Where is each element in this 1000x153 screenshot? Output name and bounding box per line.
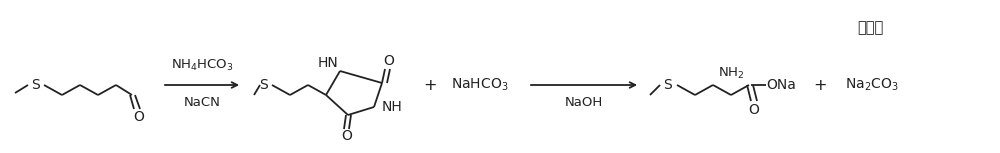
- Text: O: O: [342, 129, 352, 143]
- Text: NH$_2$: NH$_2$: [718, 65, 744, 80]
- Text: 皥化液: 皥化液: [857, 21, 883, 35]
- Text: O: O: [749, 103, 759, 117]
- Text: +: +: [423, 78, 437, 93]
- Text: O: O: [384, 54, 394, 68]
- Text: HN: HN: [318, 56, 338, 70]
- Text: NH: NH: [382, 100, 402, 114]
- Text: NaHCO$_3$: NaHCO$_3$: [451, 77, 509, 93]
- Text: ONa: ONa: [766, 78, 796, 92]
- Text: S: S: [664, 78, 672, 92]
- Text: NaOH: NaOH: [565, 97, 603, 110]
- Text: S: S: [31, 78, 39, 92]
- Text: S: S: [260, 78, 268, 92]
- Text: Na$_2$CO$_3$: Na$_2$CO$_3$: [845, 77, 899, 93]
- Text: NH$_4$HCO$_3$: NH$_4$HCO$_3$: [171, 57, 233, 73]
- Text: NaCN: NaCN: [184, 97, 220, 110]
- Text: +: +: [813, 78, 827, 93]
- Text: O: O: [134, 110, 144, 124]
